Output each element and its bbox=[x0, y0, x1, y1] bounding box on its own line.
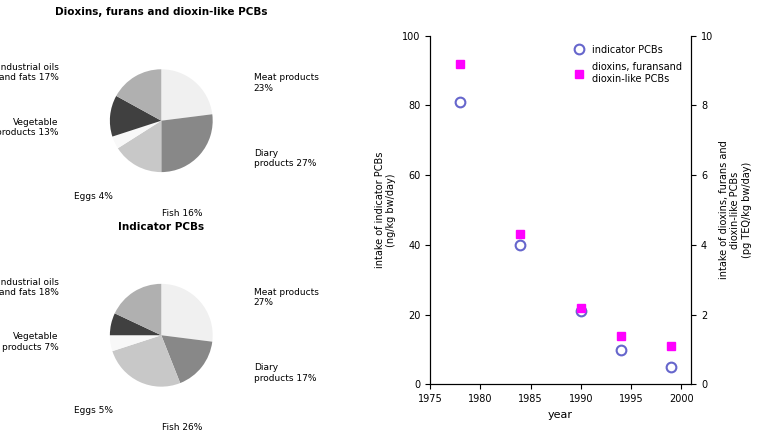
Wedge shape bbox=[161, 335, 212, 383]
Wedge shape bbox=[118, 121, 161, 172]
X-axis label: year: year bbox=[548, 410, 573, 420]
Wedge shape bbox=[112, 335, 180, 387]
Text: Diary
products 27%: Diary products 27% bbox=[253, 149, 316, 168]
Title: Dioxins, furans and dioxin-like PCBs: Dioxins, furans and dioxin-like PCBs bbox=[55, 7, 267, 17]
Text: Eggs 4%: Eggs 4% bbox=[74, 192, 114, 201]
Wedge shape bbox=[112, 121, 161, 148]
Text: Industrial oils
and fats 17%: Industrial oils and fats 17% bbox=[0, 63, 58, 82]
Text: Fish 26%: Fish 26% bbox=[161, 423, 202, 432]
Text: Meat products
27%: Meat products 27% bbox=[253, 288, 319, 307]
Text: Eggs 5%: Eggs 5% bbox=[74, 406, 114, 415]
Text: Industrial oils
and fats 18%: Industrial oils and fats 18% bbox=[0, 278, 58, 297]
Wedge shape bbox=[161, 284, 213, 342]
Y-axis label: intake of indicator PCBs
(ng/kg bw/day): intake of indicator PCBs (ng/kg bw/day) bbox=[375, 152, 396, 268]
Text: Vegetable
products 7%: Vegetable products 7% bbox=[2, 333, 58, 352]
Wedge shape bbox=[110, 313, 161, 335]
Legend: indicator PCBs, dioxins, furansand
dioxin-like PCBs: indicator PCBs, dioxins, furansand dioxi… bbox=[565, 41, 687, 88]
Wedge shape bbox=[110, 96, 161, 137]
Text: Meat products
23%: Meat products 23% bbox=[253, 73, 319, 93]
Wedge shape bbox=[114, 284, 161, 335]
Wedge shape bbox=[161, 114, 213, 172]
Wedge shape bbox=[161, 69, 212, 121]
Text: Fish 16%: Fish 16% bbox=[161, 209, 202, 218]
Text: Diary
products 17%: Diary products 17% bbox=[253, 363, 316, 383]
Title: Indicator PCBs: Indicator PCBs bbox=[118, 222, 204, 232]
Text: Vegetable
products 13%: Vegetable products 13% bbox=[0, 118, 58, 137]
Wedge shape bbox=[116, 69, 161, 121]
Y-axis label: intake of dioxins, furans and
dioxin-like PCBs
(pg TEQ/kg bw/day): intake of dioxins, furans and dioxin-lik… bbox=[719, 141, 752, 279]
Wedge shape bbox=[110, 335, 161, 351]
